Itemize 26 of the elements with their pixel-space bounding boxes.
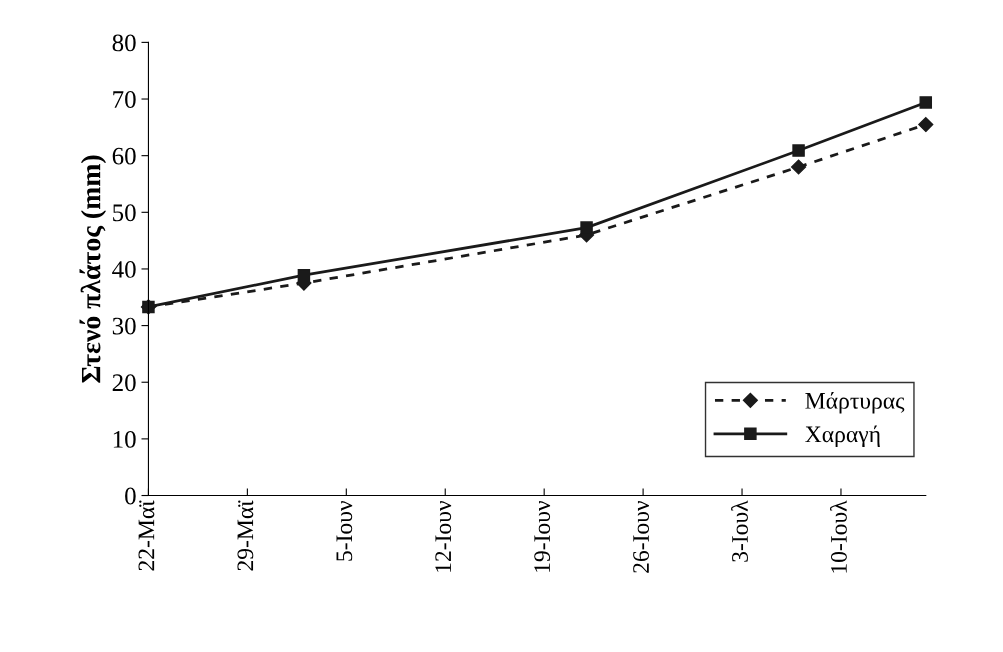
y-tick-label: 60 — [112, 147, 136, 165]
y-tick-label: 70 — [113, 91, 136, 108]
x-tick-label: 3-Ιουλ — [731, 500, 748, 562]
x-tick-label: 5-Ιουν — [336, 500, 353, 561]
point — [580, 221, 593, 234]
point — [791, 159, 807, 175]
point — [792, 144, 805, 157]
point — [297, 268, 311, 282]
x-tick-label: 22-Μαϊ — [138, 500, 155, 571]
point — [919, 96, 933, 109]
y-tick-label: 20 — [112, 374, 136, 392]
legend-label: Μάρτυρας — [805, 391, 905, 414]
y-tick-label: 50 — [113, 204, 136, 222]
x-tick-label: 10-Ιουλ — [830, 500, 847, 573]
y-tick-label: 10 — [113, 430, 136, 448]
y-tick-label: 0 — [125, 487, 136, 505]
y-tick-label: 40 — [112, 261, 136, 278]
x-tick-label: 19-Ιουν — [534, 500, 551, 572]
x-tick-label: 12-Ιουν — [435, 500, 452, 572]
legend-label: Χαραγή — [805, 425, 880, 448]
y-axis-title: Στενό πλάτος (mm) — [79, 155, 107, 383]
y-tick-label: 30 — [112, 317, 136, 335]
point — [918, 116, 934, 133]
x-tick-label: 26-Ιουν — [633, 500, 650, 573]
y-tick-label: 80 — [112, 34, 136, 52]
x-tick-label: 29-Μαϊ — [237, 500, 254, 571]
